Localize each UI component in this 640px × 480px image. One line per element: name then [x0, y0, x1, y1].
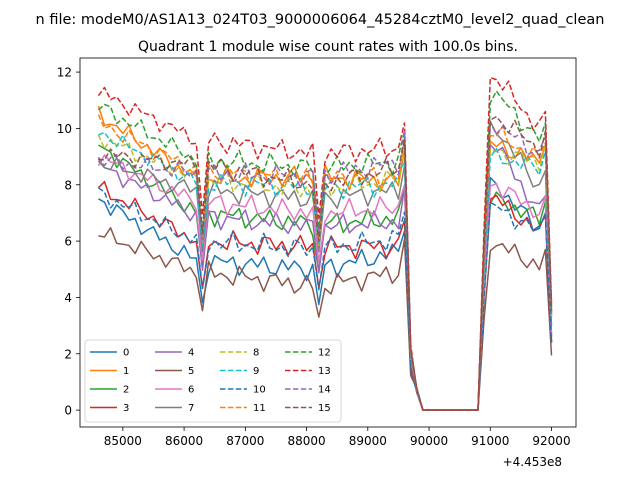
- series-line-13: [97, 76, 553, 411]
- x-tick-label: 85000: [104, 434, 142, 448]
- legend-label-15: 15: [318, 403, 331, 414]
- plot-area: 85000 86000 87000 88000 89000 90000 91000 92000…: [57, 57, 577, 448]
- legend-label-7: 7: [188, 403, 194, 414]
- legend-label-5: 5: [188, 366, 194, 377]
- legend-label-11: 11: [253, 403, 266, 414]
- y-tick-label: 4: [64, 291, 72, 305]
- y-tick-label: 6: [64, 235, 72, 249]
- chart-title: Quadrant 1 module wise count rates with …: [138, 39, 518, 55]
- x-tick-label: 92000: [532, 434, 570, 448]
- figure-suptitle: n file: modeM0/AS1A13_024T03_9000006064_…: [36, 12, 605, 28]
- legend-label-3: 3: [123, 403, 129, 414]
- series-line-15: [98, 115, 553, 411]
- x-tick-label: 89000: [349, 434, 387, 448]
- y-tick-label: 10: [57, 122, 72, 136]
- legend-label-6: 6: [188, 385, 194, 396]
- x-tick-label: 87000: [226, 434, 264, 448]
- axes-frame: [79, 57, 577, 428]
- y-tick-label: 8: [64, 178, 72, 192]
- legend-box: [84, 339, 342, 423]
- x-axis-offset-label: +4.453e8: [503, 455, 562, 469]
- legend-label-4: 4: [188, 348, 194, 359]
- legend-label-12: 12: [318, 348, 331, 359]
- y-tick-label: 2: [64, 347, 72, 361]
- x-tick-label: 86000: [165, 434, 203, 448]
- x-tick-label: 91000: [471, 434, 509, 448]
- series-line-14: [97, 122, 553, 411]
- legend-label-8: 8: [253, 348, 259, 359]
- legend-label-0: 0: [123, 348, 129, 359]
- legend-label-13: 13: [318, 366, 331, 377]
- legend-label-1: 1: [123, 366, 129, 377]
- x-tick-label: 88000: [287, 434, 325, 448]
- x-tick-label: 90000: [410, 434, 448, 448]
- legend-label-10: 10: [253, 385, 266, 396]
- legend-label-2: 2: [123, 385, 129, 396]
- legend-label-14: 14: [318, 385, 331, 396]
- legend-label-9: 9: [253, 366, 259, 377]
- y-tick-label: 12: [57, 66, 72, 80]
- y-tick-label: 0: [64, 404, 72, 418]
